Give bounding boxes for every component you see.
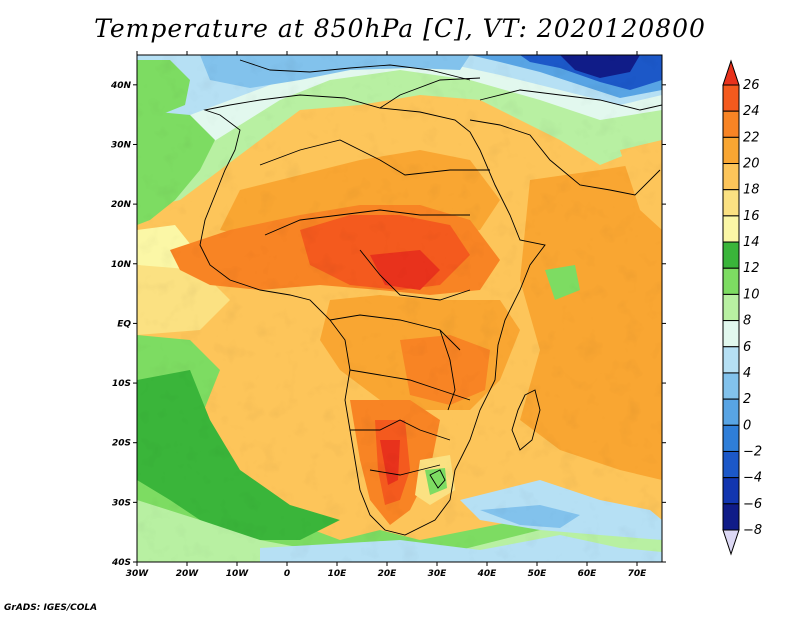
credit-text: GrADS: IGES/COLA bbox=[4, 603, 98, 613]
colorbar-swatch bbox=[722, 372, 740, 400]
colorbar-swatch bbox=[722, 267, 740, 295]
colorbar-swatch bbox=[722, 241, 740, 269]
lon-tick-label: 0 bbox=[284, 569, 290, 579]
lon-tick-label: 20W bbox=[176, 569, 200, 579]
colorbar-swatch bbox=[722, 424, 740, 452]
colorbar-swatch bbox=[722, 477, 740, 505]
colorbar-tick-label: 20 bbox=[743, 157, 760, 172]
colorbar-tick-label: 18 bbox=[743, 183, 760, 198]
colorbar-swatch bbox=[722, 398, 740, 426]
colorbar-tick-label: −2 bbox=[743, 444, 762, 459]
colorbar-swatch bbox=[722, 293, 740, 322]
colorbar-top-arrow bbox=[722, 59, 740, 86]
lon-tick-label: 10W bbox=[226, 569, 250, 579]
colorbar-swatch bbox=[722, 110, 740, 138]
lon-tick-label: 70E bbox=[628, 569, 648, 579]
colorbar-swatch bbox=[722, 503, 740, 531]
longitude-axis: 30W 20W 10W 0 10E 20E 30E 40E 50E 60E 70E bbox=[126, 51, 647, 579]
colorbar-swatch bbox=[722, 346, 740, 374]
map-title: Temperature at 850hPa [C], VT: 202012080… bbox=[94, 14, 706, 43]
lon-tick-label: 60E bbox=[578, 569, 598, 579]
lon-tick-label: 50E bbox=[528, 569, 548, 579]
latitude-axis: 40N 30N 20N 10N EQ 10S 20S 30S 40S bbox=[110, 81, 666, 568]
colorbar-swatch bbox=[722, 215, 740, 243]
lat-tick-label: 30S bbox=[112, 498, 131, 508]
colorbar-tick-label: 24 bbox=[743, 104, 760, 119]
coastline-borders bbox=[199, 59, 662, 536]
lon-tick-label: 10E bbox=[328, 569, 348, 579]
colorbar bbox=[722, 59, 740, 556]
colorbar-tick-label: 4 bbox=[743, 366, 751, 381]
colorbar-swatch bbox=[722, 163, 740, 191]
colorbar-swatch bbox=[722, 320, 740, 348]
colorbar-tick-label: 14 bbox=[743, 235, 760, 250]
colorbar-tick-label: 6 bbox=[743, 340, 751, 355]
colorbar-tick-label: 16 bbox=[743, 209, 760, 224]
lat-tick-label: 20N bbox=[111, 200, 132, 210]
lon-tick-label: 40E bbox=[477, 569, 498, 579]
colorbar-tick-label: 22 bbox=[743, 130, 760, 145]
lon-tick-label: 30W bbox=[126, 569, 150, 579]
colorbar-swatch bbox=[722, 450, 740, 479]
colorbar-swatch bbox=[722, 189, 740, 217]
lon-tick-label: 30E bbox=[428, 569, 448, 579]
map-frame bbox=[136, 54, 663, 563]
colorbar-bottom-arrow bbox=[722, 529, 740, 556]
lat-tick-label: EQ bbox=[117, 319, 131, 329]
lat-tick-label: 30N bbox=[111, 140, 132, 150]
colorbar-swatch bbox=[722, 84, 740, 112]
colorbar-tick-label: 12 bbox=[743, 261, 760, 276]
colorbar-tick-label: −8 bbox=[743, 523, 762, 538]
colorbar-tick-label: 0 bbox=[743, 418, 751, 433]
colorbar-tick-label: 26 bbox=[743, 78, 760, 93]
lat-tick-label: 20S bbox=[112, 439, 131, 449]
lon-tick-label: 20E bbox=[378, 569, 398, 579]
colorbar-swatch bbox=[722, 136, 740, 165]
lat-tick-label: 10N bbox=[111, 260, 132, 270]
lat-tick-label: 40S bbox=[111, 558, 131, 568]
colorbar-tick-label: 8 bbox=[743, 314, 751, 329]
colorbar-tick-label: −4 bbox=[743, 471, 762, 486]
colorbar-tick-label: 10 bbox=[743, 287, 760, 302]
colorbar-tick-label: −6 bbox=[743, 497, 762, 512]
lat-tick-label: 10S bbox=[112, 379, 131, 389]
temperature-field bbox=[137, 55, 662, 562]
lat-tick-label: 40N bbox=[110, 81, 132, 91]
colorbar-tick-label: 2 bbox=[743, 392, 751, 407]
